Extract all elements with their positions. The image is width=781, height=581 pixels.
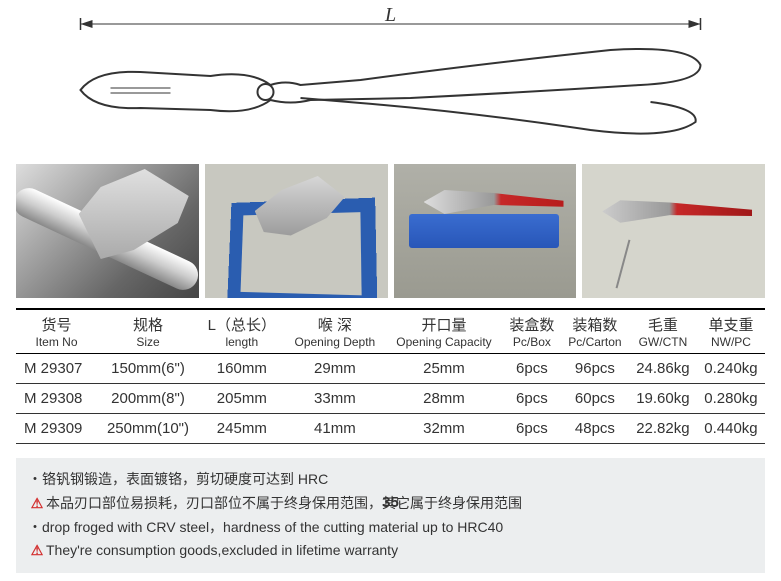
column-header: 规格Size xyxy=(97,309,199,354)
note-line-1: ・铬钒钢锻造，表面镀铬，剪切硬度可达到 HRC xyxy=(28,468,753,492)
header-cn: 毛重 xyxy=(631,314,695,335)
header-en: GW/CTN xyxy=(631,335,695,349)
table-cell: 200mm(8") xyxy=(97,384,199,414)
table-cell: 48pcs xyxy=(561,414,629,444)
note-line-4: ⚠They're consumption goods,excluded in l… xyxy=(28,539,753,563)
header-cn: 装盒数 xyxy=(505,314,559,335)
table-cell: 0.280kg xyxy=(697,384,765,414)
table-row: M 29308200mm(8")205mm33mm28mm6pcs60pcs19… xyxy=(16,384,765,414)
pliers-line-diagram: L xyxy=(0,0,781,160)
table-cell: 245mm xyxy=(199,414,285,444)
header-cn: L（总长） xyxy=(201,314,283,335)
table-cell: 6pcs xyxy=(503,384,561,414)
table-cell: 150mm(6") xyxy=(97,354,199,384)
table-cell: 25mm xyxy=(385,354,503,384)
spec-table-container: 货号Item No规格SizeL（总长）length喉 深Opening Dep… xyxy=(16,308,765,444)
table-cell: 33mm xyxy=(285,384,385,414)
page-number: 35 xyxy=(382,490,399,516)
warning-icon: ⚠ xyxy=(28,492,46,516)
table-cell: 6pcs xyxy=(503,414,561,444)
product-photo-3 xyxy=(394,164,577,298)
header-cn: 装箱数 xyxy=(563,314,627,335)
table-cell: 6pcs xyxy=(503,354,561,384)
table-cell: 22.82kg xyxy=(629,414,697,444)
column-header: L（总长）length xyxy=(199,309,285,354)
header-en: Pc/Carton xyxy=(563,335,627,349)
table-cell: 205mm xyxy=(199,384,285,414)
column-header: 开口量Opening Capacity xyxy=(385,309,503,354)
table-cell: M 29307 xyxy=(16,354,97,384)
column-header: 装盒数Pc/Box xyxy=(503,309,561,354)
header-en: NW/PC xyxy=(699,335,763,349)
table-cell: 19.60kg xyxy=(629,384,697,414)
column-header: 喉 深Opening Depth xyxy=(285,309,385,354)
table-row: M 29309250mm(10")245mm41mm32mm6pcs48pcs2… xyxy=(16,414,765,444)
column-header: 毛重GW/CTN xyxy=(629,309,697,354)
header-en: Opening Capacity xyxy=(387,335,501,349)
product-photo-2 xyxy=(205,164,388,298)
header-en: Opening Depth xyxy=(287,335,383,349)
note-line-3: ・drop froged with CRV steel，hardness of … xyxy=(28,516,753,540)
header-en: Pc/Box xyxy=(505,335,559,349)
column-header: 货号Item No xyxy=(16,309,97,354)
table-cell: 32mm xyxy=(385,414,503,444)
warning-icon: ⚠ xyxy=(28,539,46,563)
table-row: M 29307150mm(6")160mm29mm25mm6pcs96pcs24… xyxy=(16,354,765,384)
table-cell: M 29308 xyxy=(16,384,97,414)
header-cn: 单支重 xyxy=(699,314,763,335)
header-cn: 开口量 xyxy=(387,314,501,335)
table-cell: 41mm xyxy=(285,414,385,444)
column-header: 装箱数Pc/Carton xyxy=(561,309,629,354)
header-cn: 喉 深 xyxy=(287,314,383,335)
product-photo-4 xyxy=(582,164,765,298)
table-cell: 0.240kg xyxy=(697,354,765,384)
column-header: 单支重NW/PC xyxy=(697,309,765,354)
table-cell: M 29309 xyxy=(16,414,97,444)
table-cell: 0.440kg xyxy=(697,414,765,444)
header-en: length xyxy=(201,335,283,349)
product-notes: 35 ・铬钒钢锻造，表面镀铬，剪切硬度可达到 HRC ⚠本品刃口部位易损耗，刃口… xyxy=(16,458,765,573)
product-photo-row xyxy=(0,164,781,298)
spec-table: 货号Item No规格SizeL（总长）length喉 深Opening Dep… xyxy=(16,308,765,444)
table-cell: 24.86kg xyxy=(629,354,697,384)
header-en: Size xyxy=(99,335,197,349)
dimension-label-L: L xyxy=(385,4,396,27)
table-cell: 96pcs xyxy=(561,354,629,384)
product-photo-1 xyxy=(16,164,199,298)
pliers-outline-svg xyxy=(50,10,731,150)
header-cn: 货号 xyxy=(18,314,95,335)
table-cell: 60pcs xyxy=(561,384,629,414)
table-cell: 160mm xyxy=(199,354,285,384)
table-cell: 29mm xyxy=(285,354,385,384)
header-cn: 规格 xyxy=(99,314,197,335)
table-cell: 28mm xyxy=(385,384,503,414)
table-cell: 250mm(10") xyxy=(97,414,199,444)
header-en: Item No xyxy=(18,335,95,349)
